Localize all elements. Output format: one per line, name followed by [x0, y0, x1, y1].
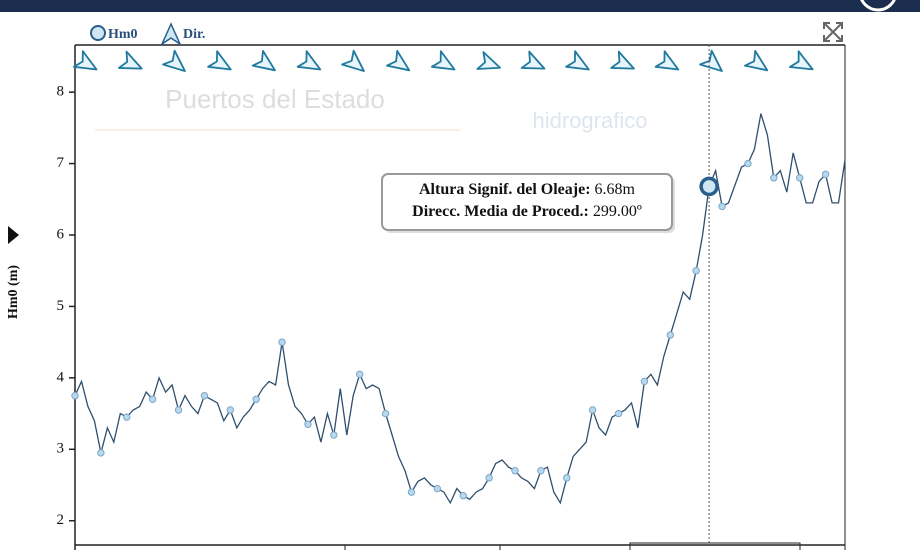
direction-arrow-shape: [476, 51, 501, 70]
point-marker: [692, 267, 700, 275]
direction-arrow-shape: [430, 50, 456, 71]
y-tick-label: 8: [57, 84, 65, 100]
direction-arrow-shape: [296, 50, 322, 71]
point-marker: [226, 406, 234, 414]
direction-arrow: [476, 51, 501, 70]
point-marker: [563, 474, 571, 482]
direction-arrow-shape: [699, 49, 723, 72]
direction-arrow: [654, 50, 680, 71]
y-axis-label: Hm0 (m): [6, 265, 21, 319]
tooltip-text: 6.68m: [595, 181, 636, 198]
point-marker: [640, 377, 649, 386]
point-marker: [97, 449, 105, 457]
point-marker: [666, 331, 674, 339]
y-tick-label: 3: [57, 441, 65, 457]
y-tick-label: 2: [57, 512, 65, 528]
point-marker: [537, 467, 545, 475]
direction-arrow: [251, 49, 276, 72]
point-marker: [718, 202, 726, 211]
direction-arrow-shape: [610, 50, 635, 70]
point-marker: [278, 338, 286, 346]
tooltip-text: Direcc. Media de Proced.:: [412, 203, 589, 220]
point-marker: [407, 488, 416, 496]
point-marker: [614, 409, 623, 418]
tooltip-line: Altura Signif. del Oleaje: 6.68m: [419, 181, 636, 198]
point-marker: [174, 406, 183, 414]
expand-icon[interactable]: [823, 22, 843, 42]
point-marker: [148, 395, 157, 403]
direction-arrow-shape: [565, 50, 590, 71]
direction-arrow-shape: [520, 50, 546, 70]
direction-arrow: [430, 50, 456, 71]
direction-arrow-shape: [743, 49, 769, 72]
direction-arrow-shape: [654, 50, 680, 71]
direction-arrow: [788, 50, 814, 71]
legend-arrow: [160, 22, 182, 47]
direction-arrow-shape: [162, 49, 186, 72]
top-bar: [0, 0, 920, 12]
direction-arrow-shape: [341, 49, 365, 72]
point-marker: [252, 395, 260, 403]
top-icon[interactable]: [860, 0, 896, 12]
point-marker: [511, 467, 519, 475]
direction-arrow: [610, 50, 635, 70]
tooltip-box: [381, 173, 673, 231]
tooltip-line: Direcc. Media de Proced.: 299.00º: [412, 203, 642, 220]
watermark: hidrografico: [533, 108, 648, 133]
legend-label[interactable]: Dir.: [183, 27, 205, 42]
direction-arrow-shape: [788, 50, 814, 71]
point-marker: [71, 392, 79, 400]
legend-marker: [90, 25, 106, 41]
point-marker: [356, 370, 364, 378]
point-marker: [381, 409, 390, 418]
point-marker: [459, 492, 467, 500]
direction-arrow: [385, 49, 411, 72]
point-marker: [200, 392, 209, 400]
direction-arrow-shape: [207, 50, 232, 71]
tooltip-text: 299.00º: [593, 203, 642, 220]
direction-arrow: [72, 50, 98, 71]
side-toggle[interactable]: [8, 226, 19, 244]
direction-arrow-shape: [385, 49, 411, 72]
y-tick-label: 6: [57, 226, 65, 242]
point-marker: [744, 159, 752, 168]
point-marker: [330, 431, 338, 439]
highlight-marker: [699, 176, 719, 197]
direction-arrow: [565, 50, 590, 71]
direction-arrow-shape: [72, 50, 98, 71]
y-tick-label: 7: [57, 155, 65, 171]
point-marker: [123, 413, 131, 421]
direction-arrow: [341, 49, 365, 72]
point-marker: [770, 174, 778, 182]
direction-arrow: [699, 49, 723, 72]
legend-label[interactable]: Hm0: [108, 27, 138, 42]
point-marker: [433, 484, 442, 493]
y-tick-label: 5: [57, 298, 65, 314]
point-marker: [821, 170, 830, 178]
direction-arrow: [162, 49, 186, 72]
range-box[interactable]: [629, 542, 801, 554]
point-marker: [796, 174, 804, 182]
point-marker: [304, 420, 312, 428]
direction-arrow: [117, 50, 143, 70]
direction-arrow: [520, 50, 546, 70]
direction-arrow-shape: [117, 50, 143, 70]
y-tick-label: 4: [57, 369, 65, 385]
series-line: [74, 113, 846, 505]
direction-arrow: [743, 49, 769, 72]
watermark: Puertos del Estado: [165, 84, 385, 114]
direction-arrow-shape: [251, 49, 276, 72]
direction-arrow: [296, 50, 322, 71]
point-marker: [588, 406, 597, 414]
direction-arrow: [207, 50, 232, 71]
tooltip-text: Altura Signif. del Oleaje:: [419, 181, 591, 198]
point-marker: [485, 474, 493, 482]
